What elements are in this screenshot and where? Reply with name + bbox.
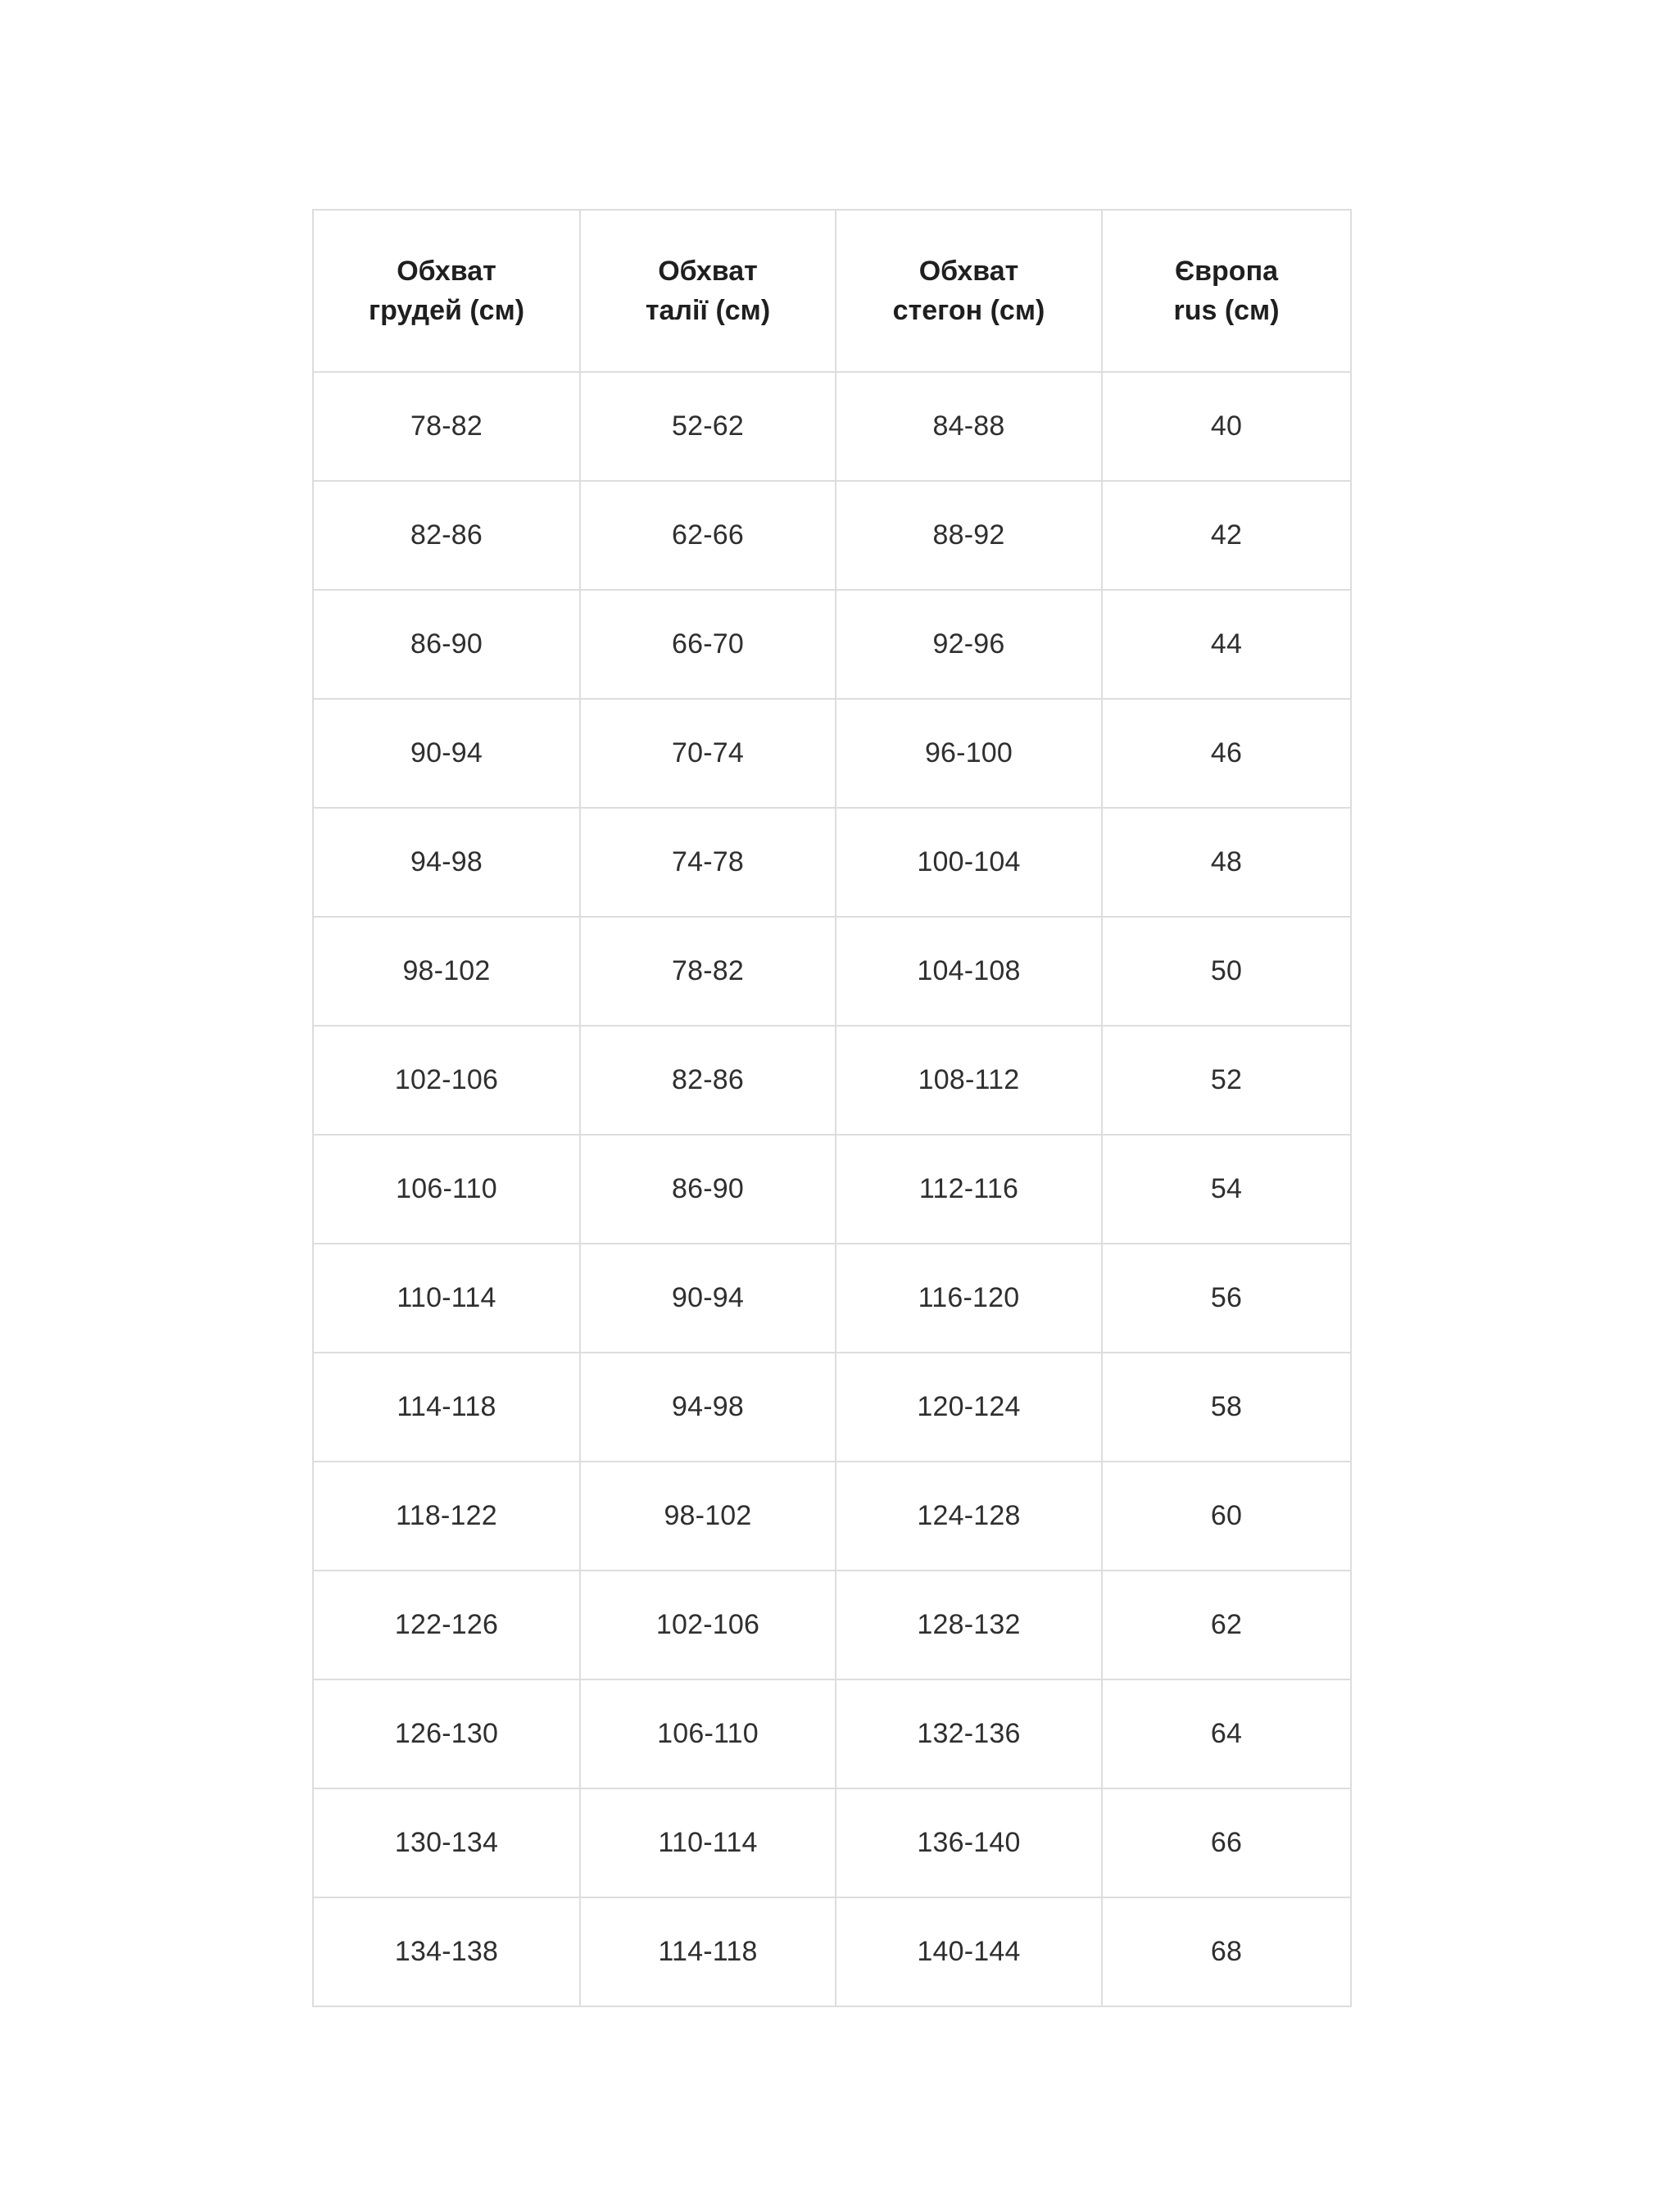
table-row: 130-134 110-114 136-140 66 [312,1788,1352,1898]
table-cell-europe: 62 [1101,1570,1352,1680]
table-cell-waist: 90-94 [579,1243,836,1353]
column-header-line1: Європа [1174,255,1279,287]
table-cell-europe: 50 [1101,916,1352,1027]
table-cell-chest: 122-126 [312,1570,581,1680]
table-row: 86-90 66-70 92-96 44 [312,589,1352,700]
table-cell-chest: 82-86 [312,480,581,591]
table-cell-hips: 136-140 [835,1788,1103,1898]
table-row: 118-122 98-102 124-128 60 [312,1461,1352,1571]
column-header-line2: грудей (см) [368,295,525,326]
table-cell-waist: 114-118 [579,1897,836,2007]
table-cell-chest: 126-130 [312,1679,581,1789]
table-cell-waist: 62-66 [579,480,836,591]
table-row: 134-138 114-118 140-144 68 [312,1897,1352,2007]
table-cell-hips: 116-120 [835,1243,1103,1353]
table-cell-chest: 106-110 [312,1134,581,1244]
table-cell-waist: 78-82 [579,916,836,1027]
table-row: 126-130 106-110 132-136 64 [312,1679,1352,1789]
column-header-chest: Обхват грудей (см) [312,209,581,373]
table-cell-hips: 108-112 [835,1025,1103,1135]
table-cell-hips: 132-136 [835,1679,1103,1789]
table-row: 94-98 74-78 100-104 48 [312,807,1352,918]
table-cell-europe: 66 [1101,1788,1352,1898]
size-chart-body: 78-82 52-62 84-88 40 82-86 62-66 88-92 42 86-90 6… [312,371,1352,2007]
table-cell-waist: 94-98 [579,1352,836,1462]
column-header-line1: Обхват [658,255,758,287]
table-cell-europe: 40 [1101,371,1352,482]
table-cell-hips: 100-104 [835,807,1103,918]
table-cell-hips: 88-92 [835,480,1103,591]
table-header-row: Обхват грудей (см) Обхват талії (см) Обхват с… [312,209,1352,373]
table-cell-chest: 78-82 [312,371,581,482]
table-cell-europe: 60 [1101,1461,1352,1571]
table-cell-chest: 114-118 [312,1352,581,1462]
table-cell-hips: 104-108 [835,916,1103,1027]
table-cell-hips: 128-132 [835,1570,1103,1680]
table-cell-europe: 56 [1101,1243,1352,1353]
table-row: 122-126 102-106 128-132 62 [312,1570,1352,1680]
table-cell-chest: 130-134 [312,1788,581,1898]
table-row: 82-86 62-66 88-92 42 [312,480,1352,591]
table-cell-waist: 98-102 [579,1461,836,1571]
table-row: 110-114 90-94 116-120 56 [312,1243,1352,1353]
table-cell-chest: 134-138 [312,1897,581,2007]
table-cell-waist: 106-110 [579,1679,836,1789]
table-cell-waist: 70-74 [579,698,836,809]
table-cell-waist: 66-70 [579,589,836,700]
table-cell-hips: 96-100 [835,698,1103,809]
table-cell-waist: 74-78 [579,807,836,918]
table-cell-hips: 120-124 [835,1352,1103,1462]
table-cell-waist: 86-90 [579,1134,836,1244]
table-cell-chest: 94-98 [312,807,581,918]
table-cell-europe: 46 [1101,698,1352,809]
table-row: 106-110 86-90 112-116 54 [312,1134,1352,1244]
table-cell-waist: 52-62 [579,371,836,482]
table-row: 102-106 82-86 108-112 52 [312,1025,1352,1135]
table-cell-hips: 112-116 [835,1134,1103,1244]
table-cell-chest: 90-94 [312,698,581,809]
table-cell-chest: 86-90 [312,589,581,700]
table-cell-chest: 102-106 [312,1025,581,1135]
table-cell-chest: 98-102 [312,916,581,1027]
table-cell-europe: 44 [1101,589,1352,700]
column-header-europe: Європа rus (см) [1101,209,1352,373]
column-header-hips: Обхват стегон (см) [835,209,1103,373]
table-cell-hips: 92-96 [835,589,1103,700]
table-cell-europe: 52 [1101,1025,1352,1135]
table-cell-europe: 54 [1101,1134,1352,1244]
table-cell-hips: 84-88 [835,371,1103,482]
table-cell-europe: 42 [1101,480,1352,591]
column-header-line1: Обхват [397,255,496,287]
table-row: 98-102 78-82 104-108 50 [312,916,1352,1027]
table-row: 78-82 52-62 84-88 40 [312,371,1352,482]
table-cell-europe: 58 [1101,1352,1352,1462]
column-header-line2: rus (см) [1173,295,1280,326]
size-chart-container: Обхват грудей (см) Обхват талії (см) Обхват с… [312,209,1352,2007]
table-cell-hips: 140-144 [835,1897,1103,2007]
table-cell-hips: 124-128 [835,1461,1103,1571]
column-header-line2: стегон (см) [892,295,1045,326]
table-row: 90-94 70-74 96-100 46 [312,698,1352,809]
column-header-waist: Обхват талії (см) [579,209,836,373]
size-chart-table: Обхват грудей (см) Обхват талії (см) Обхват с… [312,209,1352,2007]
table-cell-waist: 82-86 [579,1025,836,1135]
table-cell-europe: 48 [1101,807,1352,918]
table-cell-europe: 68 [1101,1897,1352,2007]
table-row: 114-118 94-98 120-124 58 [312,1352,1352,1462]
size-chart-header: Обхват грудей (см) Обхват талії (см) Обхват с… [312,209,1352,373]
table-cell-chest: 110-114 [312,1243,581,1353]
table-cell-europe: 64 [1101,1679,1352,1789]
column-header-line2: талії (см) [645,295,771,326]
table-cell-waist: 110-114 [579,1788,836,1898]
column-header-line1: Обхват [918,255,1019,287]
table-cell-waist: 102-106 [579,1570,836,1680]
table-cell-chest: 118-122 [312,1461,581,1571]
